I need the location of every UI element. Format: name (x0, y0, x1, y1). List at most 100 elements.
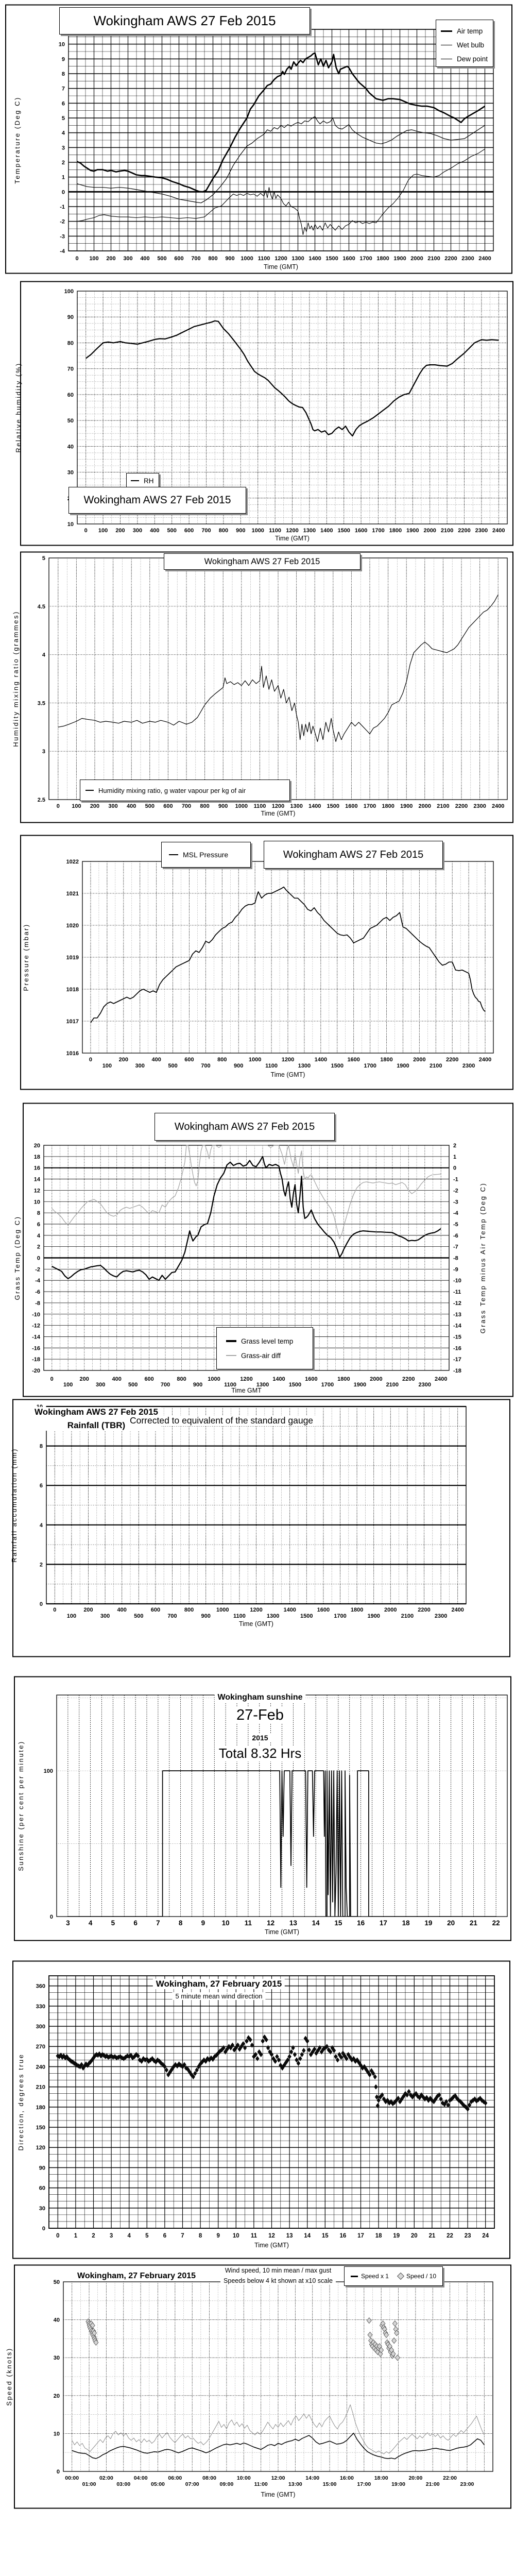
pressure-line-sample (169, 854, 178, 856)
svg-text:1600: 1600 (317, 1607, 330, 1613)
legend-item: RH (131, 477, 154, 485)
pressure-title-box: Wokingham AWS 27 Feb 2015 (264, 841, 443, 869)
svg-text:500: 500 (157, 256, 166, 262)
svg-text:30: 30 (67, 470, 74, 476)
svg-text:10: 10 (222, 1919, 230, 1927)
svg-text:800: 800 (200, 803, 209, 809)
svg-text:500: 500 (134, 1613, 143, 1619)
svg-text:1400: 1400 (308, 803, 321, 809)
svg-text:8: 8 (37, 1210, 40, 1216)
legend-item: Speed / 10 (397, 2272, 436, 2280)
panel-air-temperature: 11109876543210-1-2-3-4010020030040050060… (0, 4, 515, 274)
svg-text:300: 300 (36, 2024, 45, 2030)
svg-text:02:00: 02:00 (99, 2475, 113, 2481)
svg-text:600: 600 (151, 1607, 160, 1613)
svg-text:-2: -2 (60, 219, 65, 225)
svg-text:08:00: 08:00 (202, 2475, 216, 2481)
svg-text:1022: 1022 (66, 859, 79, 865)
svg-text:1000: 1000 (208, 1376, 220, 1382)
svg-text:1000: 1000 (235, 803, 248, 809)
svg-text:180: 180 (36, 2105, 45, 2111)
svg-text:12: 12 (268, 2233, 275, 2239)
svg-text:-6: -6 (35, 1289, 40, 1295)
svg-text:1300: 1300 (298, 1063, 311, 1069)
legend-item: Grass level temp (226, 1334, 313, 1348)
svg-text:1400: 1400 (272, 1376, 285, 1382)
svg-text:0: 0 (50, 1914, 53, 1920)
svg-text:1600: 1600 (305, 1376, 317, 1382)
svg-text:5: 5 (62, 115, 65, 122)
svg-text:2000: 2000 (370, 1376, 382, 1382)
svg-text:2200: 2200 (402, 1376, 415, 1382)
legend-label: MSL Pressure (183, 851, 229, 859)
legend-item: MSL Pressure (169, 851, 228, 859)
svg-text:8: 8 (199, 2233, 202, 2239)
svg-text:20: 20 (411, 2233, 418, 2239)
pressure-legend-box: MSL Pressure (161, 842, 251, 868)
svg-text:4: 4 (42, 652, 46, 658)
chart-title: Wokingham AWS 27 Feb 2015 (174, 1121, 315, 1132)
svg-text:2300: 2300 (462, 1063, 475, 1069)
svg-text:300: 300 (135, 1063, 145, 1069)
svg-text:9: 9 (62, 56, 65, 62)
svg-text:9: 9 (216, 2233, 219, 2239)
svg-text:4: 4 (127, 2233, 131, 2239)
svg-text:2100: 2100 (441, 528, 453, 534)
svg-text:-8: -8 (453, 1256, 458, 1262)
svg-text:2000: 2000 (413, 1057, 425, 1063)
rainfall-title: Wokingham AWS 27 Feb 2015 Rainfall (TBR) (31, 1407, 161, 1431)
panel-wind-direction: 360 330 300 270 240 210 180 150 120 90 60 30 0 0 1 2 3 4 5… (0, 1960, 515, 2259)
svg-text:40: 40 (54, 2317, 60, 2324)
svg-text:15: 15 (334, 1919, 342, 1927)
series-max-gust (72, 2404, 485, 2454)
svg-text:10: 10 (54, 2431, 60, 2437)
svg-text:3: 3 (110, 2233, 113, 2239)
svg-text:1800: 1800 (337, 1376, 350, 1382)
series-msl-pressure (90, 886, 486, 1023)
svg-text:7: 7 (181, 2233, 184, 2239)
wind-direction-subtitle: 5 minute mean wind direction (172, 1992, 266, 2000)
svg-text:-14: -14 (32, 1334, 41, 1340)
chart-title: Wokingham AWS 27 Feb 2015 (93, 13, 276, 28)
svg-text:13: 13 (289, 1919, 298, 1927)
svg-text:-12: -12 (32, 1323, 40, 1329)
svg-text:-13: -13 (453, 1312, 461, 1318)
svg-text:10: 10 (59, 42, 65, 48)
legend-label: Grass level temp (241, 1337, 294, 1345)
series-speed-10-gusts-below-4-kt-at-x10-scale- (85, 2317, 400, 2361)
svg-text:700: 700 (201, 1063, 210, 1069)
svg-text:11: 11 (245, 1919, 252, 1927)
svg-text:2: 2 (40, 1562, 43, 1568)
rh-title-box: Wokingham AWS 27 Feb 2015 (68, 487, 246, 514)
svg-text:1800: 1800 (376, 256, 389, 262)
svg-text:17: 17 (380, 1919, 387, 1927)
svg-text:700: 700 (167, 1613, 177, 1619)
svg-text:1: 1 (74, 2233, 78, 2239)
series-dew-point (77, 148, 485, 235)
svg-text:1100: 1100 (224, 1382, 236, 1388)
svg-text:700: 700 (191, 256, 200, 262)
legend-item: Humidity mixing ratio, g water vapour pe… (85, 787, 246, 794)
svg-text:07:00: 07:00 (185, 2481, 199, 2487)
svg-text:-8: -8 (35, 1300, 40, 1307)
svg-text:3.5: 3.5 (38, 700, 45, 706)
svg-text:400: 400 (127, 803, 136, 809)
svg-text:70: 70 (67, 366, 74, 372)
legend-label: Humidity mixing ratio, g water vapour pe… (98, 786, 246, 794)
svg-text:0: 0 (57, 803, 60, 809)
svg-text:500: 500 (167, 528, 177, 534)
svg-text:2000: 2000 (410, 256, 423, 262)
legend-item: Air temp (441, 24, 490, 38)
svg-text:Grass Temp (Deg C): Grass Temp (Deg C) (13, 1216, 21, 1300)
svg-text:Speed (knots): Speed (knots) (5, 2347, 13, 2405)
svg-text:1900: 1900 (406, 528, 419, 534)
svg-text:2000: 2000 (384, 1607, 397, 1613)
svg-text:400: 400 (151, 1057, 161, 1063)
svg-text:1500: 1500 (331, 1063, 344, 1069)
svg-text:14:00: 14:00 (305, 2475, 319, 2481)
svg-text:1019: 1019 (66, 955, 79, 961)
svg-text:100: 100 (98, 528, 108, 534)
svg-text:-11: -11 (453, 1289, 461, 1295)
svg-text:16: 16 (357, 1919, 365, 1927)
panel-sunshine: 100 0 3 4 5 6 7 8 9 10 11 12 13 14 15 16 17 18 19 20 21 22 Tim… (0, 1676, 515, 1941)
